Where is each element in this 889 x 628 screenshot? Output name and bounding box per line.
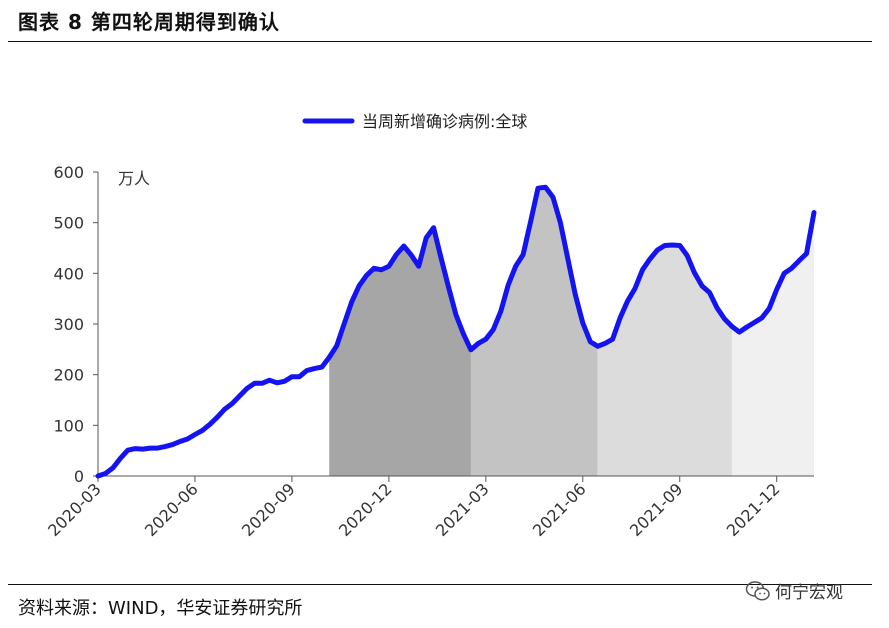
shaded-band-3 [597,244,732,476]
bottom-rule [8,584,872,585]
y-unit-label: 万人 [118,169,150,188]
y-tick-label: 400 [53,264,84,283]
x-tick-label: 2021-06 [529,479,590,540]
x-tick-label: 2020-12 [335,479,396,540]
legend: 当周新增确诊病例:全球 [302,112,527,131]
y-tick-label: 500 [53,214,84,233]
shaded-band-4 [731,212,814,477]
x-tick-label: 2020-09 [238,479,299,540]
y-tick-label: 100 [53,416,84,435]
x-tick-label: 2021-12 [723,479,784,540]
watermark-text: 何宁宏观 [775,583,843,603]
x-tick-label: 2021-09 [626,479,687,540]
watermark: 何宁宏观 [745,578,843,603]
legend-label: 当周新增确诊病例:全球 [362,112,527,131]
series-line-layer [95,184,817,479]
source-note: 资料来源：WIND，华安证券研究所 [18,598,303,619]
shaded-band-1 [329,227,471,476]
top-rule [8,41,872,42]
y-tick-label: 600 [53,163,84,182]
x-tick-label: 2020-03 [44,479,105,540]
figure-title: 图表 8 第四轮周期得到确认 [18,10,280,34]
y-tick-label: 0 [74,467,84,486]
y-tick-label: 300 [53,315,84,334]
y-tick-label: 200 [53,366,84,385]
x-tick-label: 2020-06 [141,479,202,540]
wechat-icon [745,580,770,601]
x-tick-label: 2021-03 [432,479,493,540]
series-line [95,184,817,479]
